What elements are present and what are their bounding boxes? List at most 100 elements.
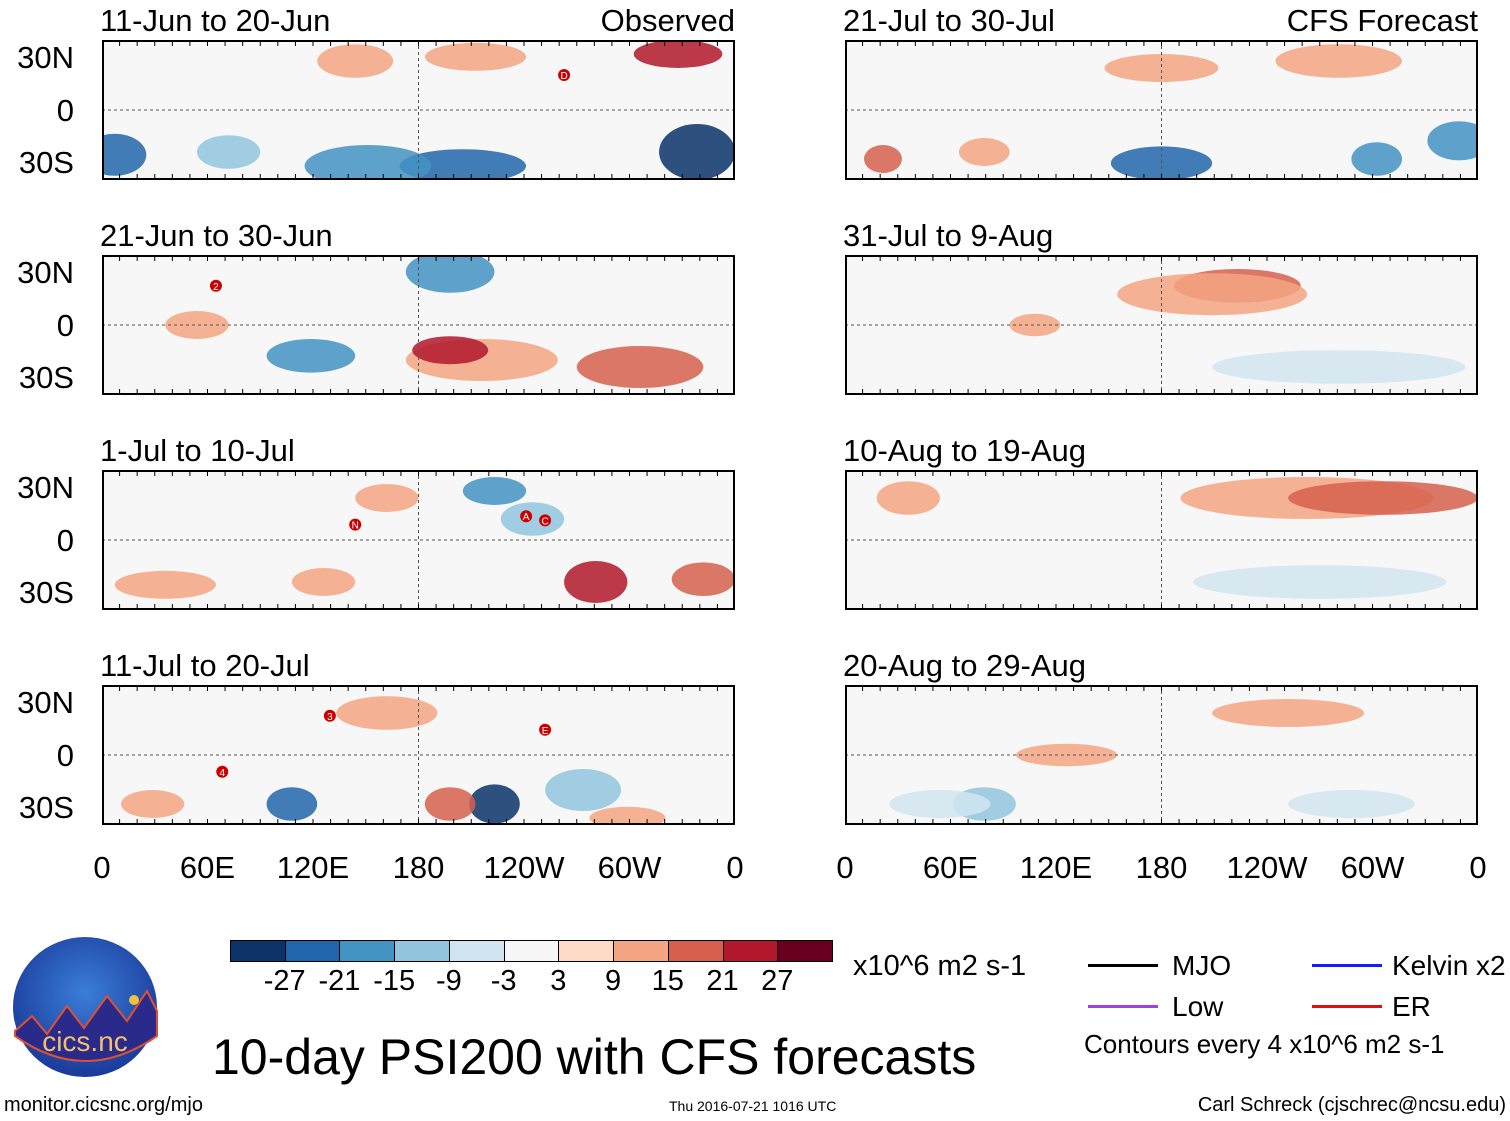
lat-tick-label: 0 (56, 308, 74, 343)
anomaly-region (500, 502, 565, 536)
lon-tick-label: 60E (922, 850, 979, 885)
lon-tick-label: 0 (1469, 850, 1487, 885)
anomaly-region (1110, 146, 1213, 180)
lon-tick-label: 60W (1340, 850, 1405, 885)
footer-url[interactable]: monitor.cicsnc.org/mjo (4, 1094, 203, 1116)
anomaly-region (876, 481, 940, 515)
storm-marker: 2 (209, 279, 222, 293)
legend-low-line (1088, 1005, 1158, 1008)
lon-tick-label: 120E (1019, 850, 1093, 885)
legend-er-label: ER (1392, 991, 1431, 1022)
panel-title: 31-Jul to 9-Aug (843, 218, 1054, 253)
panel-title: 11-Jul to 20-Jul (100, 648, 310, 683)
colorbar-label: 21 (706, 965, 739, 997)
svg-text:C: C (541, 516, 548, 527)
lat-tick-label: 30S (18, 145, 74, 180)
anomaly-region (1427, 121, 1478, 161)
anomaly-region (120, 790, 185, 818)
panel-title: 10-Aug to 19-Aug (843, 433, 1087, 468)
anomaly-region (424, 787, 476, 821)
colorbar-label: -3 (490, 965, 517, 997)
lon-tick-label: 0 (93, 850, 111, 885)
map-panel-observed-3: 3 4 E (102, 685, 735, 825)
colorbar-label: 3 (550, 965, 567, 997)
colorbar-label: -27 (263, 965, 306, 997)
footer-timestamp: Thu 2016-07-21 1016 UTC (669, 1098, 837, 1114)
anomaly-region (1212, 699, 1365, 727)
storm-marker: C (539, 514, 552, 527)
colorbar-swatch (558, 940, 615, 962)
lon-tick-label: 120W (483, 850, 565, 885)
column-label: Observed (600, 3, 735, 38)
anomaly-region (462, 477, 527, 505)
colorbar-label: -9 (436, 965, 462, 997)
anomaly-region (545, 769, 622, 811)
anomaly-region (1009, 313, 1061, 337)
svg-text:3: 3 (327, 712, 333, 723)
map-panel-observed-0: D (102, 40, 735, 180)
anomaly-region (412, 336, 489, 365)
anomaly-region (1212, 350, 1466, 384)
lon-tick-label: 0 (836, 850, 854, 885)
anomaly-region (405, 255, 495, 293)
anomaly-region (336, 696, 438, 730)
cicsnc-logo: cics.nc (12, 936, 158, 1078)
anomaly-region (576, 346, 704, 388)
svg-text:E: E (542, 726, 549, 737)
lon-tick-label: 120E (276, 850, 350, 885)
anomaly-region (102, 133, 147, 176)
anomaly-region (399, 149, 527, 180)
anomaly-region (114, 570, 216, 599)
lat-tick-label: 30N (17, 685, 74, 720)
anomaly-region (633, 40, 723, 68)
anomaly-region (165, 311, 229, 339)
map-panel-observed-2: N A C (102, 470, 735, 610)
anomaly-region (564, 561, 628, 603)
svg-text:D: D (560, 71, 567, 82)
storm-marker: N (349, 518, 362, 532)
anomaly-region (424, 42, 527, 71)
contour-note: Contours every 4 x10^6 m2 s-1 (1084, 1029, 1445, 1059)
figure-title: 10-day PSI200 with CFS forecasts (212, 1029, 977, 1085)
anomaly-region (958, 138, 1010, 166)
map-panel-forecast-0 (845, 40, 1478, 180)
map-panel-forecast-1 (845, 255, 1478, 395)
colorbar-swatch (284, 940, 341, 962)
anomaly-region (1288, 790, 1415, 818)
legend-mjo-label: MJO (1172, 950, 1232, 981)
lat-tick-label: 30S (18, 575, 74, 610)
anomaly-region (196, 135, 261, 169)
logo-text: cics.nc (42, 1026, 128, 1057)
colorbar-swatch (503, 940, 560, 962)
lat-tick-label: 30N (17, 40, 74, 75)
colorbar-swatch (339, 940, 396, 962)
lat-tick-label: 30N (17, 255, 74, 290)
colorbar-swatch (613, 940, 669, 962)
colorbar-swatch (394, 940, 450, 962)
anomaly-region (317, 44, 394, 78)
lon-tick-label: 0 (726, 850, 744, 885)
map-panel-observed-1: 2 (102, 255, 735, 395)
colorbar-label: -15 (373, 965, 416, 997)
lat-tick-label: 0 (56, 93, 74, 128)
colorbar-units: x10^6 m2 s-1 (853, 950, 1027, 982)
colorbar-label: -21 (318, 965, 361, 997)
anomaly-region (266, 787, 318, 821)
legend-kelvin-label: Kelvin x2 (1392, 950, 1506, 981)
storm-marker: D (558, 69, 571, 82)
panel-title: 21-Jun to 30-Jun (100, 218, 333, 253)
anomaly-region (863, 145, 902, 173)
panel-title: 20-Aug to 29-Aug (843, 648, 1087, 683)
lat-tick-label: 30S (18, 790, 74, 825)
lat-tick-label: 30S (18, 360, 74, 395)
colorbar-label: 27 (761, 965, 794, 997)
anomaly-region (1117, 273, 1308, 316)
storm-marker: 3 (323, 709, 336, 723)
anomaly-region (1104, 54, 1219, 82)
footer-author: Carl Schreck (cjschrec@ncsu.edu) (1197, 1094, 1506, 1116)
anomaly-region (266, 339, 356, 373)
lon-tick-label: 60E (179, 850, 236, 885)
colorbar-label: 9 (605, 965, 622, 997)
colorbar-swatch (777, 940, 833, 962)
